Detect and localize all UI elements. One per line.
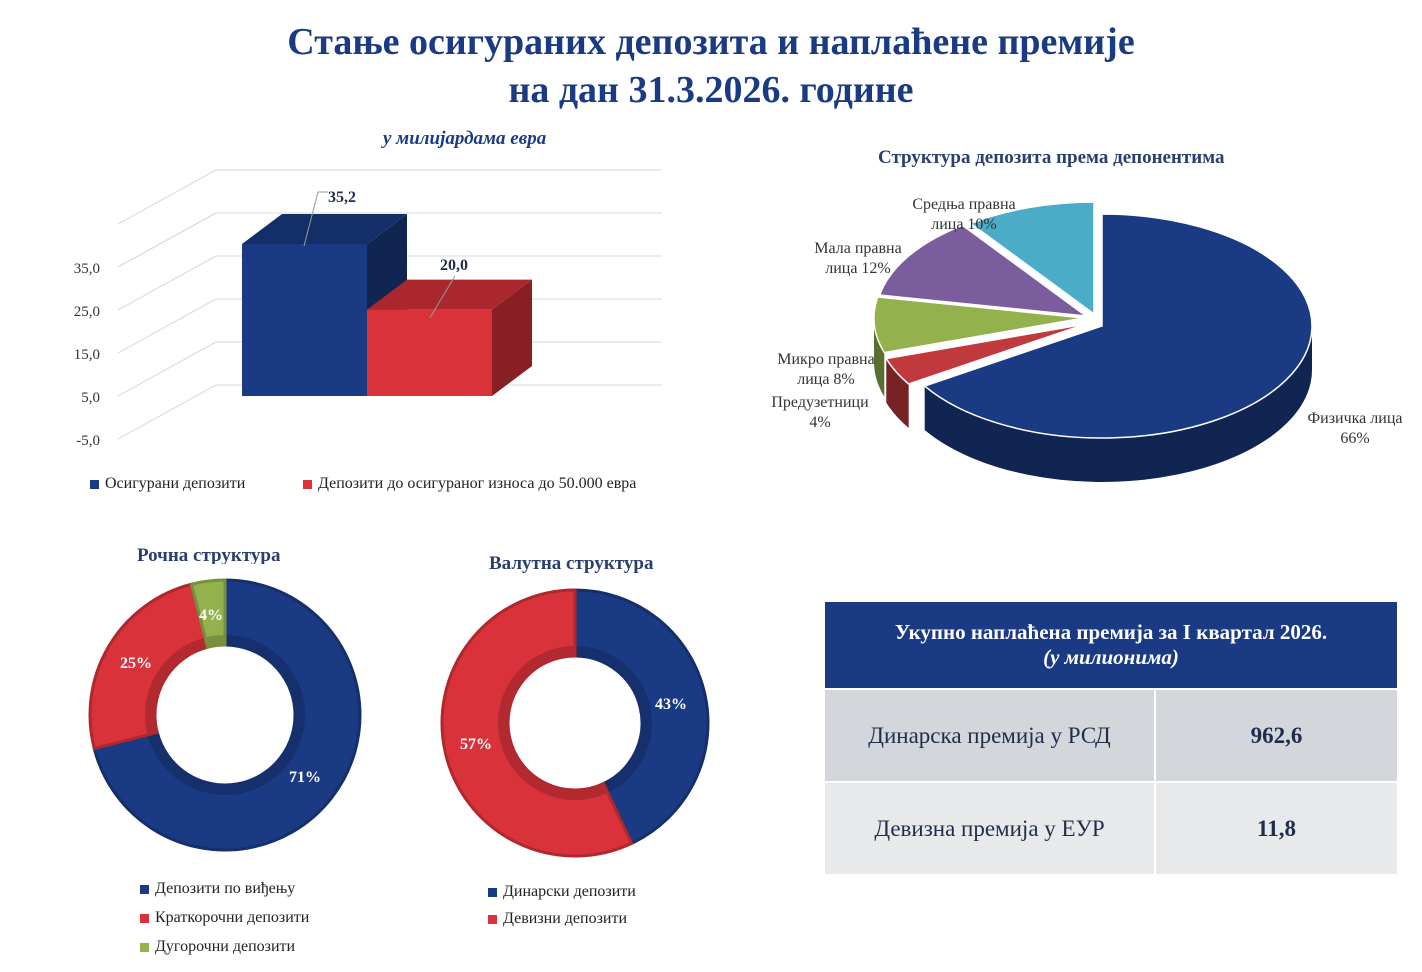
- legend-label: Девизни депозити: [503, 910, 628, 927]
- donut-slice: [88, 582, 210, 751]
- bar-chart: 35,0 25,0 15,0 5,0 -5,0 35,2 20,0: [74, 169, 662, 449]
- page-title-line2: на дан 31.3.2026. године: [508, 69, 914, 111]
- currency-donut-chart: 43% 57%: [440, 588, 710, 858]
- legend-label: Краткорочни депозити: [155, 909, 310, 926]
- bar-front: [242, 244, 367, 396]
- bar-side: [492, 279, 532, 396]
- currency-legend-foreign: Девизни депозити: [488, 910, 627, 928]
- bar-top: [242, 214, 407, 244]
- pie-slice: [923, 213, 1313, 439]
- pie-slice-label: Физичка лица: [1308, 410, 1403, 427]
- bar-legend-item-insured: Осигурани депозити: [90, 475, 245, 493]
- currency-donut-title: Валутна структура: [489, 553, 654, 574]
- pie-slice-label: Мала правна: [814, 240, 901, 257]
- legend-label: Динарски депозити: [503, 883, 636, 900]
- premium-row-label: Динарска премија у РСД: [825, 690, 1156, 781]
- premium-row-label: Девизна премија у ЕУР: [825, 783, 1156, 874]
- table-row: Динарска премија у РСД 962,6: [825, 688, 1397, 781]
- bar-top: [367, 279, 532, 310]
- maturity-legend-short: Краткорочни депозити: [140, 909, 309, 927]
- legend-label: Депозити до осигураног износа до 50.000 …: [318, 475, 637, 492]
- currency-legend-dinar: Динарски депозити: [488, 883, 636, 901]
- bar-chart-subtitle: у милијардама евра: [383, 128, 547, 149]
- depositor-pie-chart: Физичка лица 66% Предузетници 4% Микро правн…: [771, 196, 1403, 483]
- premium-heading: Укупно наплаћена премија за I квартал 20…: [894, 620, 1328, 644]
- pie-slice-label: Средња правна: [912, 196, 1015, 213]
- legend-swatch: [303, 479, 312, 489]
- maturity-donut-chart: 71% 25% 4%: [88, 578, 362, 852]
- legend-label: Дугорочни депозити: [155, 938, 296, 955]
- legend-swatch: [140, 913, 149, 923]
- bar-data-label: 20,0: [440, 257, 468, 274]
- page-title-line1: Стање осигураних депозита и наплаћене пр…: [287, 21, 1135, 63]
- bar-insured-deposits: [242, 214, 407, 396]
- legend-label: Осигурани депозити: [105, 475, 246, 492]
- premium-table: Укупно наплаћена премија за I квартал 20…: [825, 602, 1397, 879]
- pie-slice-label: Микро правна: [777, 351, 874, 368]
- legend-label: Депозити по виђењу: [155, 880, 296, 897]
- y-tick-label: 35,0: [74, 261, 100, 277]
- premium-row-value: 962,6: [1250, 722, 1303, 748]
- legend-swatch: [488, 914, 497, 924]
- legend-swatch: [140, 942, 149, 952]
- donut-data-label: 43%: [655, 696, 687, 713]
- premium-row-value: 11,8: [1257, 815, 1296, 841]
- pie-slice-side: [886, 358, 909, 429]
- donut-data-label: 57%: [460, 736, 492, 753]
- donut-data-label: 71%: [289, 769, 321, 786]
- gridline-side: [117, 212, 217, 268]
- gridline-side: [117, 169, 217, 225]
- pie-slice: [885, 323, 1087, 385]
- y-tick-label: 25,0: [74, 304, 100, 320]
- donut-slice-inner-rim: [205, 635, 225, 648]
- donut-data-label: 25%: [120, 655, 152, 672]
- gridline-side: [117, 384, 217, 440]
- donut-data-label: 4%: [199, 607, 223, 624]
- bar-legend-item-upto50k: Депозити до осигураног износа до 50.000 …: [303, 475, 636, 493]
- pie-slice-label: Предузетници: [771, 394, 869, 411]
- gridline-side: [117, 255, 217, 311]
- maturity-legend-long: Дугорочни депозити: [140, 938, 295, 956]
- pie-slice: [878, 224, 1089, 318]
- pie-slice-side: [924, 326, 1312, 483]
- premium-table-header: Укупно наплаћена премија за I квартал 20…: [825, 602, 1397, 688]
- gridline-side: [117, 341, 217, 397]
- bar-deposits-upto-50000: [367, 279, 532, 396]
- pie-slice: [873, 296, 1085, 354]
- pie-slice-label: лица 12%: [825, 260, 891, 277]
- legend-swatch: [90, 479, 99, 489]
- pie-slice-label: 4%: [809, 414, 830, 431]
- y-tick-label: 15,0: [74, 347, 100, 363]
- y-tick-label: 5,0: [81, 390, 100, 406]
- donut-slice: [573, 588, 710, 846]
- premium-heading-unit: (у милионима): [1043, 645, 1179, 669]
- pie-chart-title: Структура депозита према депонентима: [878, 147, 1225, 168]
- pie-slice-label: лица 10%: [931, 216, 997, 233]
- data-label-leader: [429, 275, 456, 318]
- bar-front: [367, 309, 492, 396]
- pie-slice: [969, 201, 1095, 316]
- data-label-leader: [303, 191, 328, 247]
- table-row: Девизна премија у ЕУР 11,8: [825, 781, 1397, 874]
- maturity-donut-title: Рочна структура: [137, 545, 281, 564]
- pie-slice-label: 66%: [1340, 430, 1369, 447]
- maturity-legend-demand: Депозити по виђењу: [140, 880, 295, 898]
- donut-slice-inner-rim: [575, 646, 652, 793]
- legend-swatch: [488, 887, 497, 897]
- bar-data-label: 35,2: [328, 189, 356, 206]
- legend-swatch: [140, 884, 149, 894]
- gridline-side: [117, 298, 217, 354]
- donut-slice-inner-rim: [145, 637, 208, 735]
- pie-slice-label: лица 8%: [797, 371, 855, 388]
- y-tick-label: -5,0: [76, 433, 100, 449]
